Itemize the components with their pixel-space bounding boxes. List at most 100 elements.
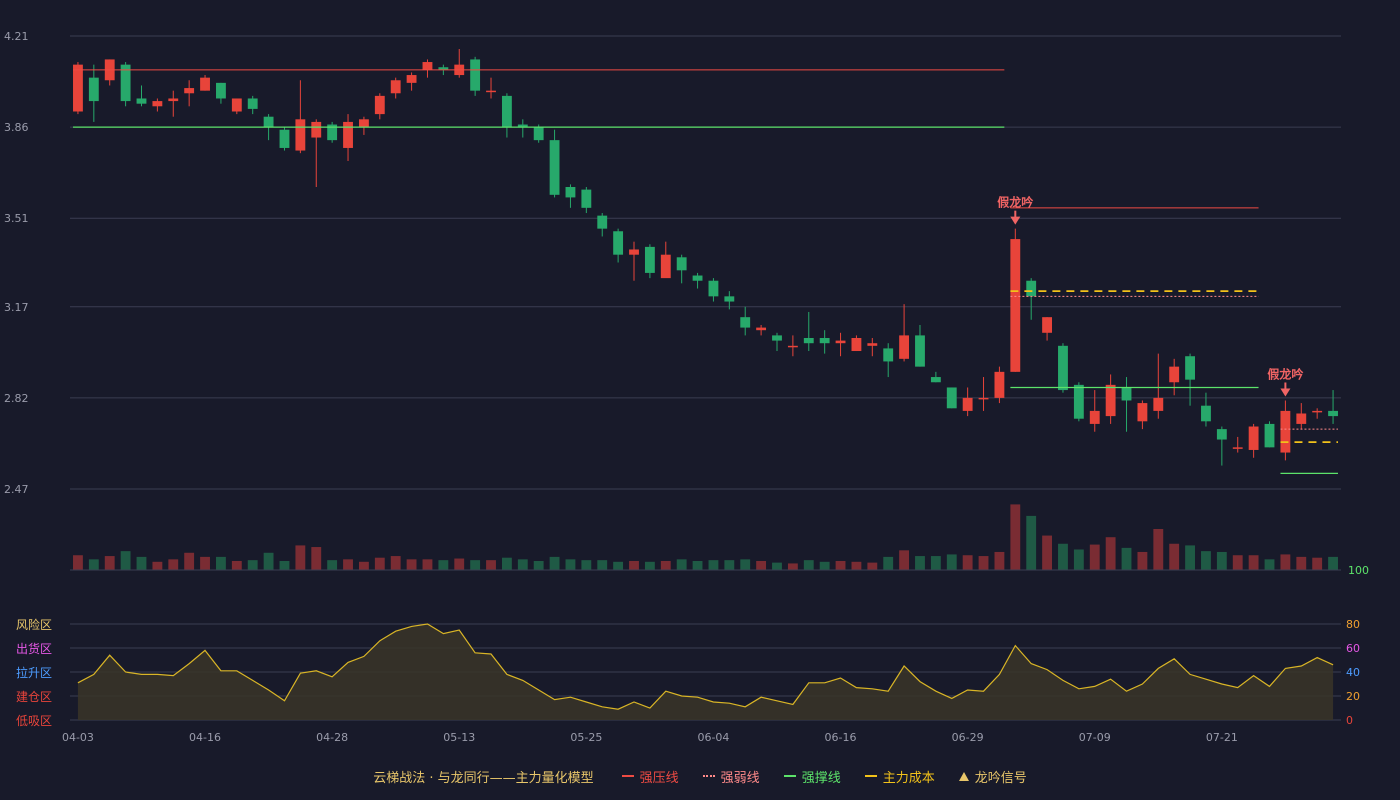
date-tick-label: 06-04 bbox=[697, 731, 729, 744]
candle-body bbox=[1153, 397, 1164, 411]
candle-body bbox=[327, 124, 338, 141]
price-tick-label: 3.17 bbox=[4, 301, 29, 314]
price-tick-label: 3.51 bbox=[4, 212, 29, 225]
legend-cost-line[interactable]: 主力成本 bbox=[864, 767, 935, 786]
volume-bar bbox=[1105, 537, 1116, 570]
volume-bar bbox=[1058, 543, 1068, 570]
candle-body bbox=[501, 95, 512, 128]
candle-body bbox=[660, 254, 671, 279]
candle-body bbox=[581, 189, 592, 208]
volume-bar bbox=[660, 560, 671, 570]
volume-bar bbox=[1232, 555, 1243, 570]
candle-body bbox=[819, 338, 830, 344]
legend-support-line[interactable]: 强撑线 bbox=[783, 767, 841, 786]
candle-body bbox=[533, 127, 544, 141]
zone-label: 拉升区 bbox=[16, 665, 52, 680]
volume-bar bbox=[263, 552, 274, 570]
volume-bar bbox=[438, 560, 449, 570]
candle-body bbox=[787, 345, 798, 348]
candle-body bbox=[692, 275, 703, 281]
candle-body bbox=[565, 187, 576, 198]
signal-triangle-icon bbox=[958, 771, 969, 781]
legend-pressure-line[interactable]: 强压线 bbox=[621, 767, 679, 786]
oscillator-line bbox=[77, 623, 1334, 710]
volume-bar bbox=[1201, 551, 1211, 570]
candle-body bbox=[867, 343, 878, 346]
volume-bar bbox=[1010, 504, 1021, 570]
candle-body bbox=[1073, 384, 1084, 419]
candle-body bbox=[1232, 447, 1243, 449]
volume-bar bbox=[358, 561, 369, 570]
signal-arrow-icon bbox=[1280, 388, 1291, 397]
volume-bar bbox=[1073, 549, 1084, 570]
volume-bar bbox=[327, 560, 338, 570]
date-tick-label: 04-03 bbox=[62, 731, 94, 744]
candle-body bbox=[1105, 384, 1116, 417]
candle-body bbox=[486, 90, 496, 93]
candle-body bbox=[835, 340, 846, 344]
candle-body bbox=[231, 98, 242, 112]
cost-line-icon bbox=[864, 775, 877, 777]
volume-bar bbox=[1248, 555, 1259, 570]
volume-bar bbox=[930, 556, 941, 570]
candle-body bbox=[422, 62, 433, 70]
volume-bar bbox=[295, 545, 306, 570]
candle-body bbox=[629, 249, 639, 255]
candle-body bbox=[549, 140, 560, 195]
candle-body bbox=[756, 327, 767, 331]
candle-body bbox=[644, 246, 655, 273]
candle-body bbox=[1248, 426, 1259, 450]
candle-body bbox=[374, 95, 385, 115]
volume-bar bbox=[851, 561, 862, 570]
candle-body bbox=[358, 119, 369, 128]
legend-signal[interactable]: 龙吟信号 bbox=[958, 767, 1027, 786]
volume-bar bbox=[1089, 544, 1100, 570]
oscillator-tick-label: 0 bbox=[1346, 714, 1353, 727]
candle-body bbox=[930, 377, 941, 383]
date-tick-label: 05-25 bbox=[570, 731, 602, 744]
candle-body bbox=[343, 121, 353, 148]
volume-bar bbox=[422, 559, 433, 570]
date-tick-label: 04-28 bbox=[316, 731, 348, 744]
volume-bar bbox=[231, 560, 242, 570]
price-tick-label: 4.21 bbox=[4, 30, 29, 43]
volume-bar bbox=[565, 559, 576, 570]
signal-arrow-icon bbox=[1010, 216, 1021, 225]
price-tick-label: 2.47 bbox=[4, 483, 29, 496]
volume-bar bbox=[740, 559, 751, 570]
candle-body bbox=[883, 348, 894, 362]
candle-body bbox=[390, 80, 401, 94]
candle-body bbox=[597, 215, 608, 229]
weak-line-icon bbox=[702, 775, 715, 777]
candle-body bbox=[1058, 345, 1068, 391]
candle-body bbox=[1312, 410, 1323, 413]
volume-bar bbox=[1026, 515, 1037, 570]
candle-body bbox=[311, 121, 322, 138]
signal-label: 假龙吟 bbox=[1267, 366, 1303, 381]
date-tick-label: 06-16 bbox=[825, 731, 857, 744]
candle-body bbox=[708, 280, 719, 297]
volume-bar bbox=[915, 556, 925, 570]
volume-bar bbox=[708, 560, 719, 570]
volume-bar bbox=[581, 560, 592, 570]
candle-body bbox=[279, 129, 290, 148]
candle-body bbox=[1216, 429, 1227, 440]
volume-bar bbox=[120, 551, 131, 570]
volume-bar bbox=[184, 552, 195, 570]
legend-support-label: 强撑线 bbox=[801, 770, 841, 786]
volume-tick-label: 100 bbox=[1348, 564, 1369, 577]
chart-legend: 云梯战法 · 与龙同行——主力量化模型 强压线 强弱线 强撑线 主力成本 龙吟信… bbox=[0, 764, 1400, 788]
legend-weak-line[interactable]: 强弱线 bbox=[702, 767, 760, 786]
candle-body bbox=[200, 77, 210, 91]
zone-label: 风险区 bbox=[16, 617, 52, 632]
candle-body bbox=[216, 82, 226, 99]
volume-bar bbox=[899, 550, 910, 570]
volume-bar bbox=[597, 560, 608, 570]
candle-body bbox=[1121, 387, 1132, 401]
volume-bar bbox=[676, 559, 687, 570]
oscillator-tick-label: 40 bbox=[1346, 666, 1360, 679]
volume-bar bbox=[946, 554, 957, 570]
volume-bar bbox=[994, 551, 1005, 570]
volume-bar bbox=[104, 556, 115, 570]
